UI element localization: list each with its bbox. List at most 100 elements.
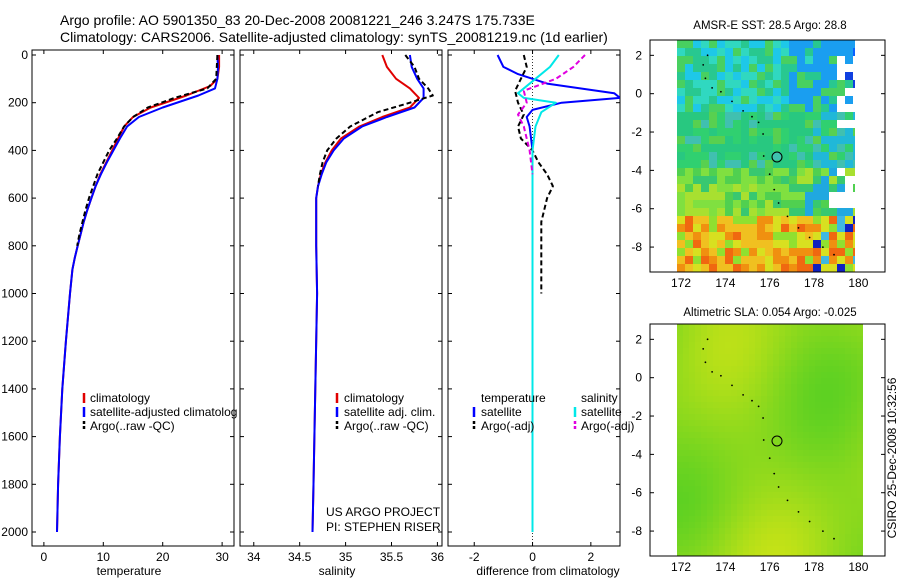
sla-cell	[707, 468, 713, 474]
sla-cell	[755, 372, 761, 378]
sla-cell	[743, 522, 749, 528]
sla-cell	[689, 486, 695, 492]
sla-cell	[827, 546, 833, 552]
sla-cell	[755, 390, 761, 396]
sst-cell	[797, 136, 805, 144]
sst-cell	[677, 168, 685, 176]
sst-cell	[805, 192, 813, 200]
sla-cell	[845, 366, 851, 372]
sla-cell	[683, 552, 689, 556]
salinity-tick-label: 34.5	[288, 550, 312, 564]
sst-cell	[741, 192, 749, 200]
sla-cell	[731, 480, 737, 486]
sla-cell	[773, 420, 779, 426]
sla-cell	[803, 432, 809, 438]
sst-cell	[813, 192, 821, 200]
sst-cell	[845, 168, 853, 176]
sla-cell	[797, 522, 803, 528]
sla-cell	[815, 354, 821, 360]
sla-cell	[791, 552, 797, 556]
sst-cell	[781, 224, 789, 232]
depth-tick-label: 0	[21, 48, 28, 62]
sla-cell	[731, 420, 737, 426]
sst-cell	[781, 208, 789, 216]
sst-cell	[725, 144, 733, 152]
sla-cell	[857, 552, 863, 556]
sla-cell	[767, 324, 773, 330]
sla-cell	[749, 522, 755, 528]
sst-cell	[741, 72, 749, 80]
sst-cell	[797, 48, 805, 56]
sst-cell	[773, 192, 781, 200]
sst-cell	[757, 80, 765, 88]
sla-cell	[827, 534, 833, 540]
sla-cell	[791, 504, 797, 510]
sla-cell	[701, 528, 707, 534]
sst-cell	[685, 232, 693, 240]
sla-cell	[689, 504, 695, 510]
sla-cell	[725, 444, 731, 450]
sla-cell	[821, 342, 827, 348]
sst-cell	[685, 176, 693, 184]
sla-cell	[677, 486, 683, 492]
sst-cell	[741, 248, 749, 256]
sla-cell	[731, 528, 737, 534]
sst-cell	[709, 40, 717, 48]
sla-cell	[761, 474, 767, 480]
sla-cell	[713, 390, 719, 396]
sst-cell	[789, 192, 797, 200]
sst-cell	[693, 216, 701, 224]
sla-cell	[725, 516, 731, 522]
sla-cell	[821, 402, 827, 408]
sst-cell	[781, 216, 789, 224]
sst-cell	[829, 120, 837, 128]
sla-cell	[755, 522, 761, 528]
sst-cell	[725, 200, 733, 208]
sst-cell	[837, 224, 845, 232]
float-track-point	[773, 188, 776, 191]
sla-cell	[677, 420, 683, 426]
sst-cell	[741, 240, 749, 248]
sla-cell	[695, 510, 701, 516]
sst-cell	[749, 184, 757, 192]
sst-cell	[725, 80, 733, 88]
sla-cell	[851, 420, 857, 426]
sla-cell	[719, 552, 725, 556]
sla-cell	[803, 438, 809, 444]
sla-cell	[683, 468, 689, 474]
sst-cell	[765, 176, 773, 184]
sla-cell	[803, 522, 809, 528]
sla-cell	[827, 438, 833, 444]
legend-salinity-heading: salinity	[581, 391, 618, 405]
sla-cell	[779, 534, 785, 540]
sst-cell	[813, 216, 821, 224]
sla-cell	[725, 402, 731, 408]
sst-cell	[709, 56, 717, 64]
sst-cell	[813, 136, 821, 144]
sla-cell	[725, 324, 731, 330]
sst-cell	[717, 120, 725, 128]
sla-cell	[827, 414, 833, 420]
sst-cell	[693, 48, 701, 56]
sst-cell	[725, 248, 733, 256]
sla-cell	[677, 330, 683, 336]
sla-cell	[851, 540, 857, 546]
sst-cell	[749, 208, 757, 216]
sst-cell	[693, 232, 701, 240]
sla-cell	[821, 336, 827, 342]
sla-cell	[683, 324, 689, 330]
sst-cell	[837, 128, 845, 136]
sla-cell	[695, 336, 701, 342]
sla-cell	[815, 468, 821, 474]
sla-cell	[743, 330, 749, 336]
sla-cell	[707, 504, 713, 510]
sst-cell	[741, 48, 749, 56]
sla-cell	[851, 546, 857, 552]
sla-cell	[755, 336, 761, 342]
sla-cell	[749, 348, 755, 354]
sla-cell	[779, 552, 785, 556]
sla-cell	[743, 336, 749, 342]
sla-cell	[713, 480, 719, 486]
sla-cell	[791, 372, 797, 378]
sla-cell	[719, 486, 725, 492]
